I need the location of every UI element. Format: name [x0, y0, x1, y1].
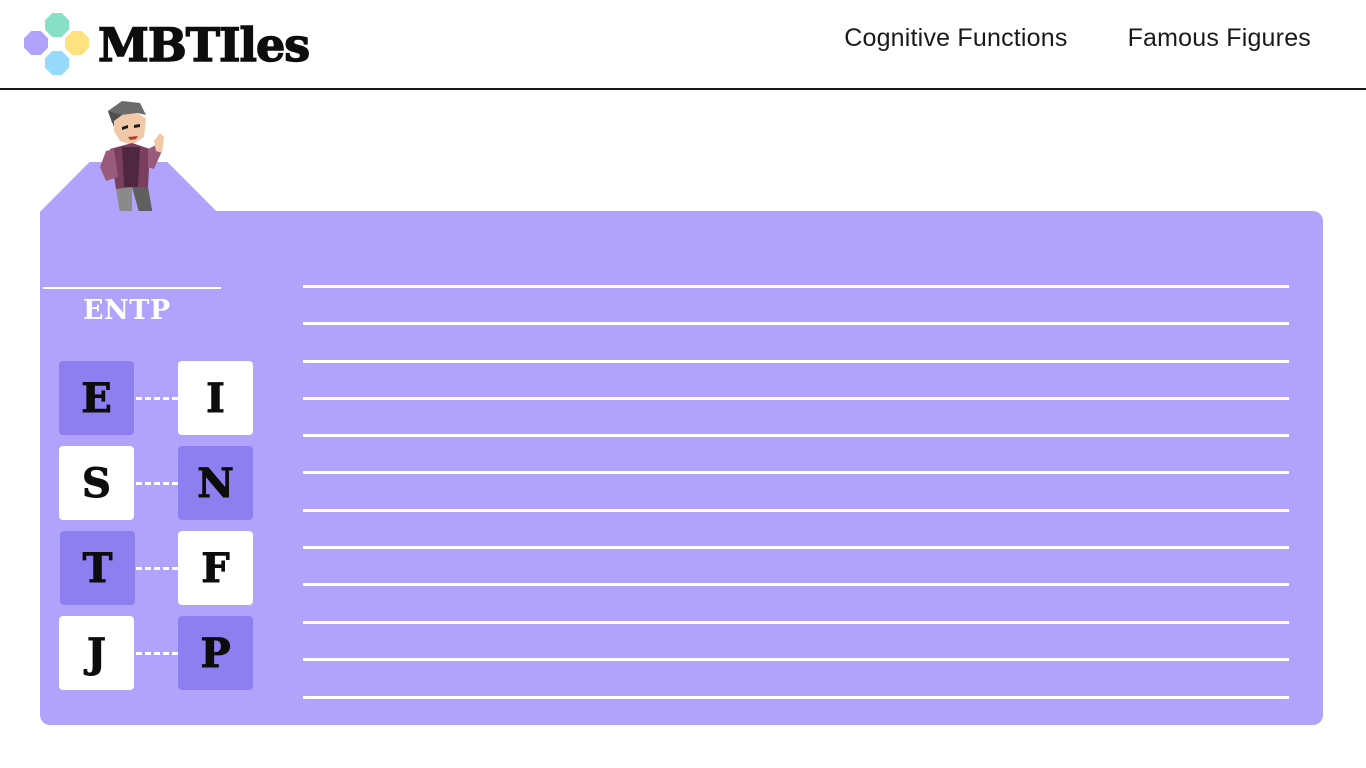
content-rule: [303, 285, 1289, 288]
type-label: ENTP: [83, 295, 171, 326]
content-rule: [303, 696, 1289, 699]
logo-dot-blue: [45, 51, 69, 75]
personality-card: ENTP E I S N T F J P: [40, 211, 1323, 725]
content-rule: [303, 397, 1289, 400]
pair-connector: [136, 397, 178, 400]
pair-connector: [136, 567, 178, 570]
content-rule: [303, 546, 1289, 549]
label-divider: [43, 287, 221, 289]
pair-connector: [136, 652, 178, 655]
site-header: MBTIles Cognitive Functions Famous Figur…: [0, 0, 1366, 90]
trait-tile-f[interactable]: F: [178, 531, 253, 605]
logo-mark-icon: [22, 12, 92, 78]
content-rule: [303, 658, 1289, 661]
brand-name: MBTIles: [97, 18, 311, 72]
nav-famous-figures[interactable]: Famous Figures: [1127, 24, 1311, 52]
trait-tile-i[interactable]: I: [178, 361, 253, 435]
content-rule: [303, 360, 1289, 363]
trait-tile-s[interactable]: S: [59, 446, 134, 520]
content-rule: [303, 434, 1289, 437]
content-rule: [303, 322, 1289, 325]
person-pointing-icon: [100, 101, 164, 234]
logo[interactable]: MBTIles: [22, 12, 362, 78]
trait-tile-n[interactable]: N: [178, 446, 253, 520]
pair-connector: [136, 482, 178, 485]
trait-tile-t[interactable]: T: [60, 531, 135, 605]
logo-dot-purple: [24, 31, 48, 55]
logo-dot-yellow: [65, 31, 89, 55]
trait-tile-e[interactable]: E: [59, 361, 134, 435]
nav-cognitive-functions[interactable]: Cognitive Functions: [844, 24, 1068, 52]
content-rule: [303, 509, 1289, 512]
logo-dot-green: [45, 13, 69, 37]
content-rule: [303, 583, 1289, 586]
content-rule: [303, 471, 1289, 474]
content-rule: [303, 621, 1289, 624]
main-nav: Cognitive Functions Famous Figures: [844, 24, 1311, 53]
trait-tile-j[interactable]: J: [59, 616, 134, 690]
trait-tile-p[interactable]: P: [178, 616, 253, 690]
